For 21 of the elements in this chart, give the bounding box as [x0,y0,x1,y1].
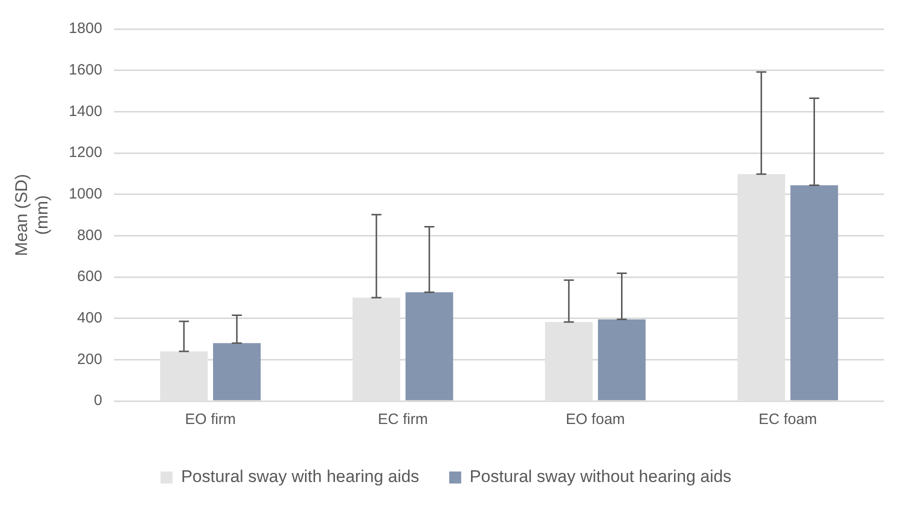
y-tick-label: 1200 [68,144,102,162]
bar [598,319,646,400]
y-tick-label: 400 [77,309,102,326]
y-tick-label: 200 [77,350,102,368]
bar [406,292,454,400]
legend-label: Postural sway without hearing aids [470,467,732,486]
bar [790,185,838,400]
x-tick-label: EO foam [566,411,625,428]
y-tick-label: 1000 [68,185,102,202]
y-tick-label: 0 [94,392,102,410]
y-tick-label: 600 [77,268,102,286]
y-tick-label: 800 [77,226,102,244]
x-tick-label: EC firm [378,411,428,428]
x-tick-label: EO firm [184,411,236,428]
bar [213,343,261,400]
legend-label: Postural sway with hearing aids [181,467,420,486]
x-tick-label: EC foam [758,411,817,428]
y-tick-label: 1800 [68,20,102,38]
y-axis-title: Mean (SD) (mm) [12,174,52,256]
y-tick-label: 1400 [68,102,102,120]
y-tick-label: 1600 [68,61,102,78]
